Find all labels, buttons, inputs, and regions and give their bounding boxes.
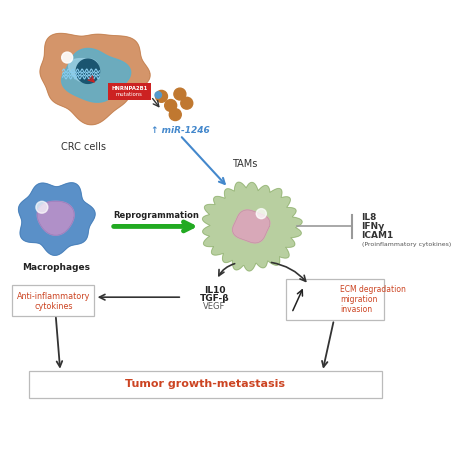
FancyBboxPatch shape	[286, 280, 384, 321]
Text: IL10: IL10	[204, 286, 225, 295]
FancyBboxPatch shape	[28, 371, 382, 398]
Polygon shape	[233, 210, 270, 243]
FancyBboxPatch shape	[12, 285, 94, 316]
Text: VEGF: VEGF	[203, 302, 226, 311]
Text: HNRNPA2B1: HNRNPA2B1	[111, 86, 147, 91]
Polygon shape	[76, 59, 100, 83]
Circle shape	[181, 97, 193, 109]
Circle shape	[256, 209, 266, 219]
Circle shape	[174, 88, 186, 100]
Polygon shape	[202, 182, 302, 271]
Text: Reprogrammation: Reprogrammation	[113, 211, 199, 219]
Polygon shape	[37, 201, 74, 235]
Circle shape	[62, 52, 73, 63]
Text: CRC cells: CRC cells	[61, 141, 106, 152]
Polygon shape	[18, 183, 95, 255]
Polygon shape	[40, 34, 150, 125]
Text: invasion: invasion	[340, 305, 372, 314]
Text: Tumor growth-metastasis: Tumor growth-metastasis	[125, 379, 285, 389]
Circle shape	[155, 92, 162, 98]
Text: IL8: IL8	[362, 213, 377, 222]
Text: mutations: mutations	[116, 92, 143, 97]
Text: ECM degradation: ECM degradation	[340, 285, 406, 294]
FancyBboxPatch shape	[108, 83, 151, 99]
Circle shape	[155, 91, 167, 102]
Circle shape	[36, 201, 48, 213]
Text: ICAM1: ICAM1	[362, 231, 394, 240]
Text: migration: migration	[340, 295, 377, 304]
Polygon shape	[62, 49, 131, 102]
Text: ↑ miR-1246: ↑ miR-1246	[151, 126, 209, 135]
Circle shape	[169, 109, 181, 121]
Text: IFNγ: IFNγ	[362, 222, 385, 231]
Circle shape	[164, 99, 177, 111]
Polygon shape	[69, 59, 98, 82]
Text: Anti-inflammatory: Anti-inflammatory	[17, 292, 90, 301]
Text: TAMs: TAMs	[232, 159, 257, 169]
Text: TGF-β: TGF-β	[200, 294, 229, 303]
Text: cytokines: cytokines	[34, 302, 73, 311]
Text: Macrophages: Macrophages	[22, 263, 90, 272]
Text: (Proinflammatory cytokines): (Proinflammatory cytokines)	[362, 242, 451, 247]
